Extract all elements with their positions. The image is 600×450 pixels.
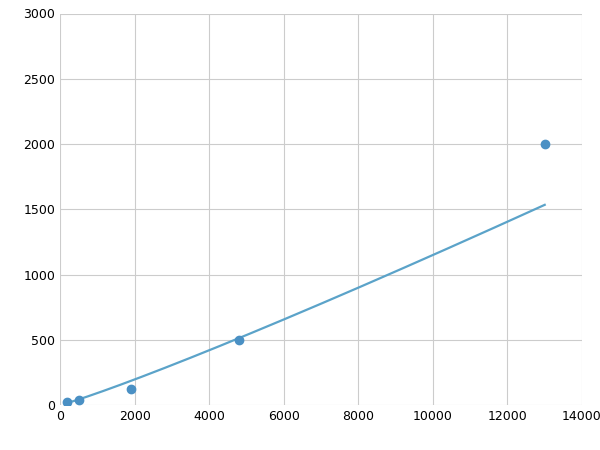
Point (74, 396, 83, 403)
Point (540, 140, 550, 148)
Point (126, 386, 136, 393)
Point (62, 399, 72, 406)
Point (234, 336, 244, 343)
